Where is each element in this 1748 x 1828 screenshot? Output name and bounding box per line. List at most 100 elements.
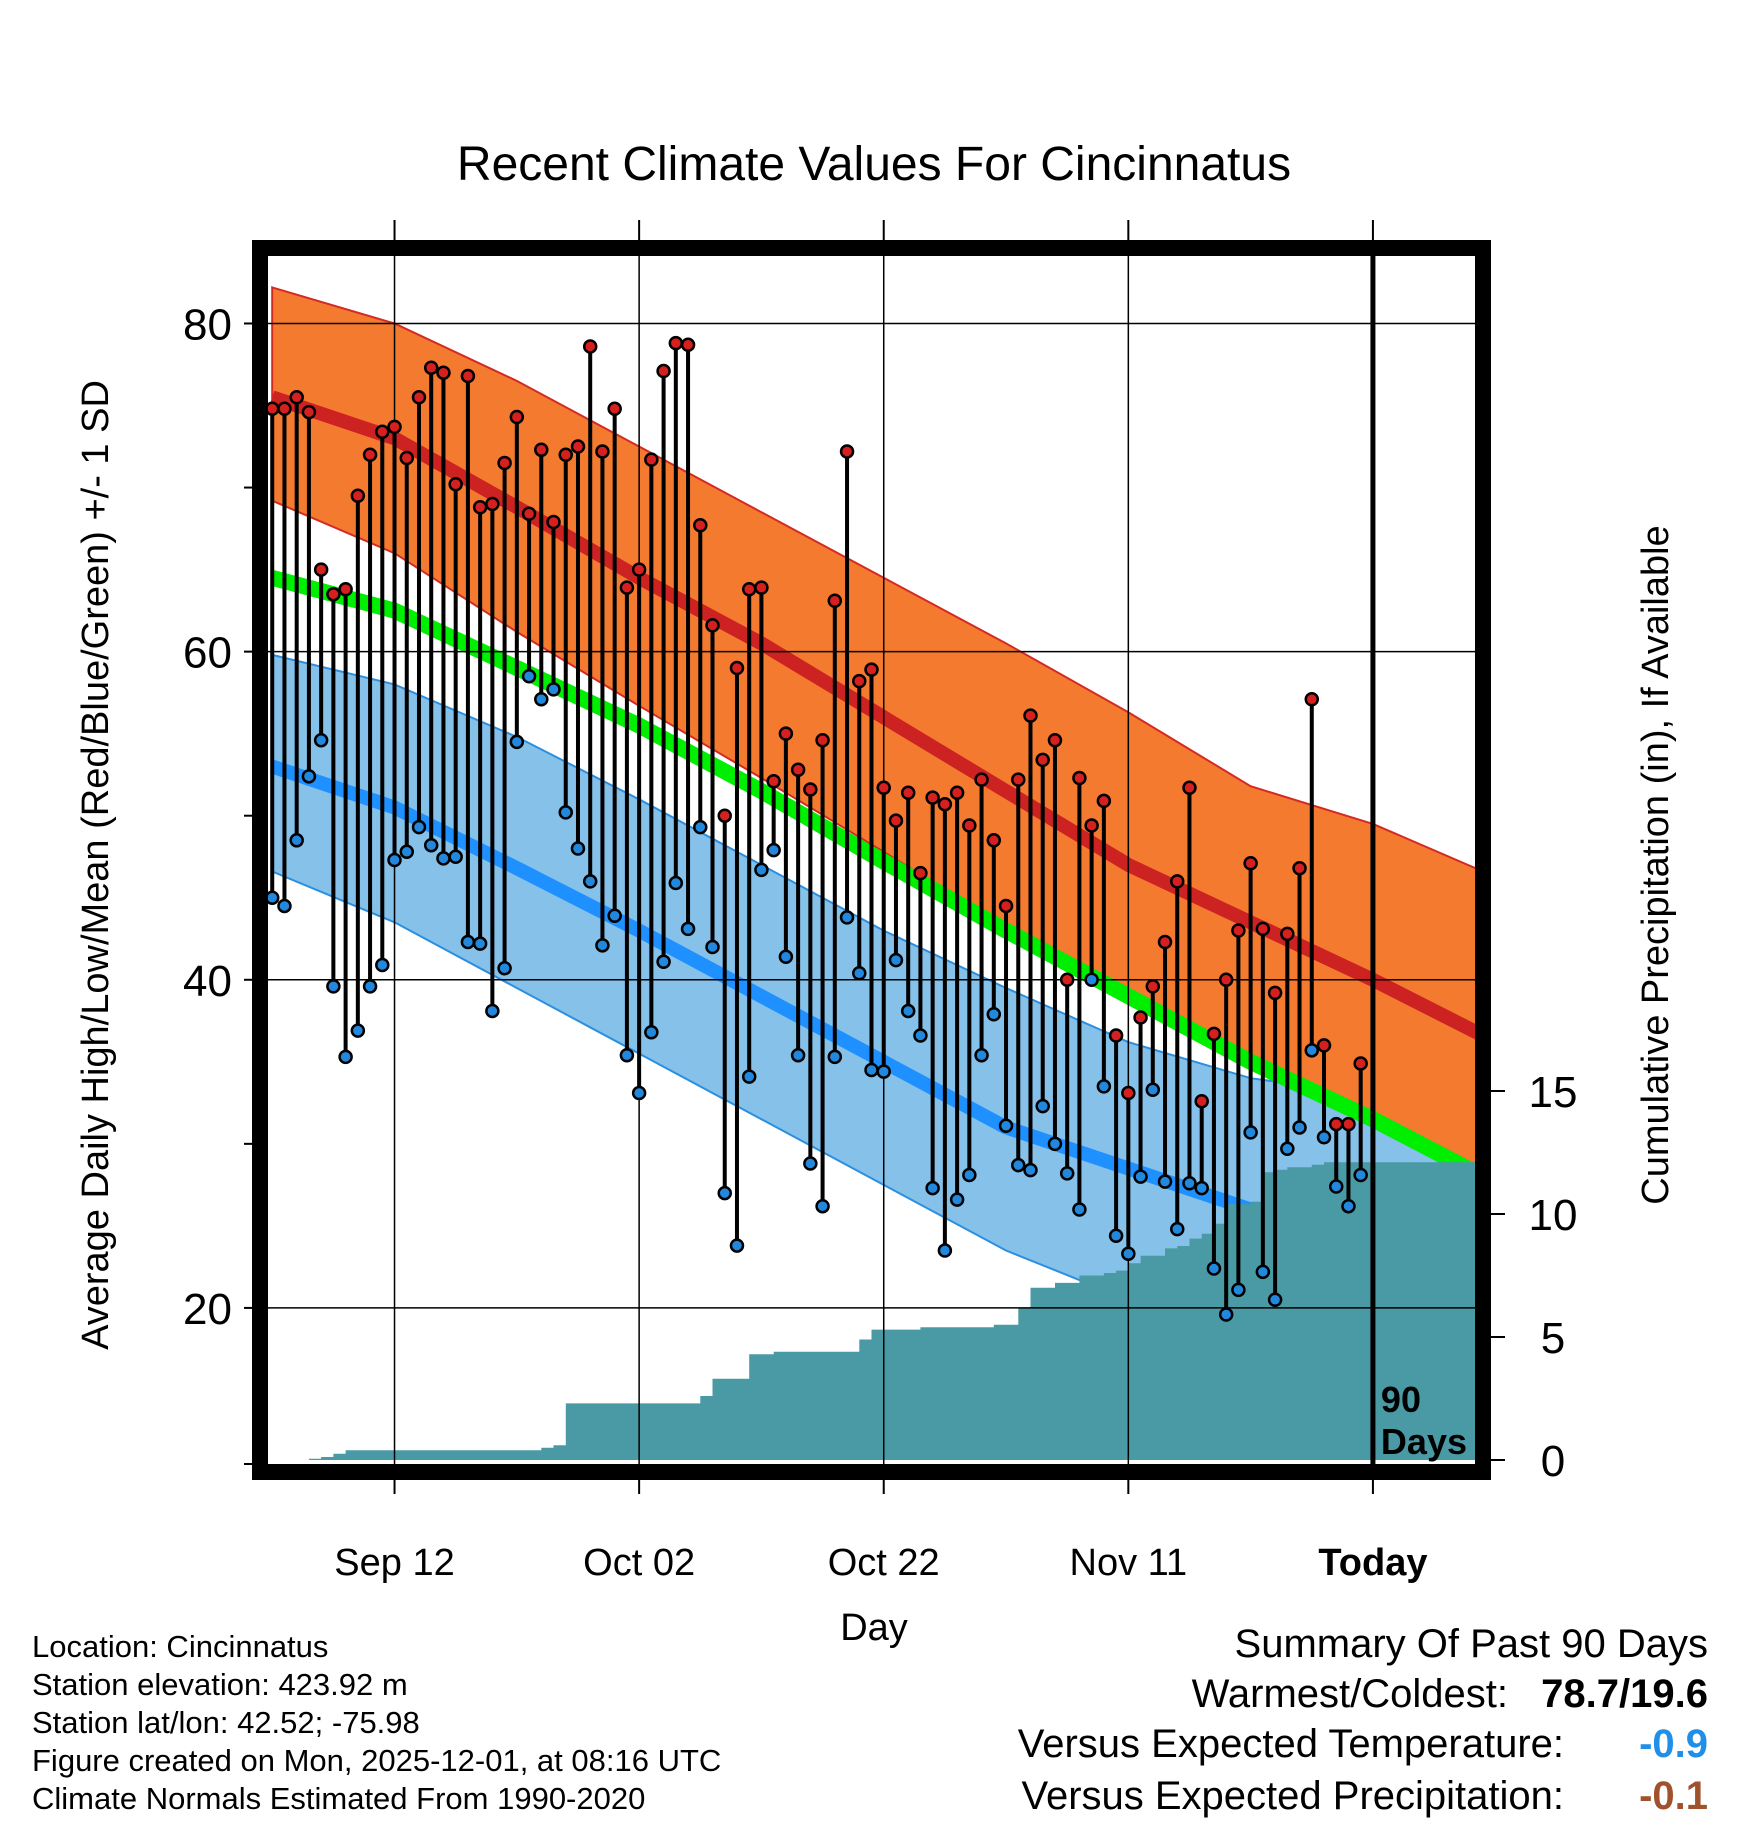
x-tick-label: Nov 11 [1070, 1542, 1188, 1584]
high-dot [937, 796, 953, 812]
low-dot [387, 852, 402, 868]
high-dot [411, 390, 427, 405]
x-tick-label: Oct 02 [583, 1542, 695, 1584]
low-dot [717, 1185, 732, 1201]
high-dot [1316, 1038, 1332, 1053]
high-dot [729, 660, 745, 676]
low-dot [448, 849, 463, 864]
high-normal-band [271, 286, 1483, 1180]
low-dot [925, 1180, 940, 1196]
high-dot [582, 339, 598, 354]
low-dot [485, 1003, 500, 1019]
high-dot [619, 580, 635, 595]
high-dot [1243, 856, 1258, 871]
low-dot [705, 939, 720, 955]
low-dot [521, 668, 537, 684]
high-dot [1047, 732, 1063, 748]
high-dot [962, 818, 977, 833]
high-dot [338, 582, 353, 597]
low-dot [289, 833, 304, 848]
y-tick-label: 60 [183, 629, 232, 678]
high-dot [741, 582, 757, 597]
low-dot [974, 1047, 989, 1063]
low-dot [949, 1192, 965, 1207]
low-dot [1084, 972, 1099, 988]
footer-latlon: Station lat/lon: 42.52; -75.98 [32, 1705, 420, 1740]
low-dot [1194, 1180, 1209, 1196]
high-dot [1218, 972, 1234, 988]
high-dot [607, 401, 622, 417]
high-dot [803, 782, 818, 797]
high-dot [301, 404, 317, 420]
low-dot [1035, 1098, 1050, 1114]
high-dot [1353, 1056, 1368, 1071]
high-dot [668, 335, 684, 351]
high-dot [313, 562, 329, 577]
y-tick-label: 40 [183, 957, 232, 1006]
high-dot [913, 865, 928, 881]
high-dot [570, 439, 586, 454]
low-dot [338, 1049, 353, 1065]
low-dot [558, 805, 573, 820]
low-dot [1145, 1082, 1161, 1097]
low-dot [1316, 1130, 1332, 1145]
low-dot [1353, 1167, 1368, 1183]
low-dot [644, 1025, 659, 1040]
high-dot [1231, 923, 1246, 938]
high-dot [864, 662, 879, 677]
low-dot [1047, 1136, 1063, 1152]
y-tick-label: 20 [183, 1285, 232, 1334]
low-dot [595, 938, 610, 953]
low-dot [1280, 1141, 1295, 1157]
high-dot [1267, 985, 1283, 1001]
high-dot [1304, 691, 1320, 707]
high-dot [1328, 1116, 1344, 1132]
high-dot [277, 401, 292, 417]
today-annotation-count: 90 [1381, 1379, 1421, 1420]
high-dot [1059, 972, 1075, 988]
low-dot [619, 1047, 635, 1063]
high-dot [925, 790, 940, 805]
y2-tick-label: 10 [1529, 1191, 1578, 1240]
low-dot [729, 1238, 745, 1253]
low-dot [350, 1023, 366, 1038]
low-dot [1231, 1282, 1246, 1298]
low-dot [1267, 1292, 1283, 1307]
low-dot [680, 921, 696, 937]
low-dot [362, 979, 378, 994]
high-dot [693, 518, 708, 533]
footer-location: Location: Cincinnatus [32, 1629, 329, 1664]
low-dot [582, 874, 598, 889]
high-dot [595, 444, 610, 459]
low-dot [839, 910, 855, 925]
x-tick-label: Today [1318, 1542, 1427, 1584]
low-dot [1133, 1169, 1148, 1184]
high-dot [754, 580, 769, 595]
x-axis-label: Day [840, 1607, 908, 1649]
low-dot [1206, 1261, 1222, 1276]
low-dot [1328, 1179, 1344, 1194]
high-dot [717, 808, 732, 823]
low-dot [436, 851, 451, 866]
plot-clip-group [260, 248, 1483, 1472]
high-dot [974, 772, 989, 787]
low-dot [1108, 1228, 1124, 1243]
high-dot [387, 419, 402, 435]
high-dot [497, 455, 512, 471]
low-dot [900, 1003, 916, 1019]
low-dot [460, 934, 476, 950]
x-tick-label: Oct 22 [828, 1542, 940, 1584]
high-dot [1182, 780, 1197, 796]
low-dot [754, 862, 769, 878]
high-dot [423, 360, 439, 376]
summary-heading: Summary Of Past 90 Days [1234, 1622, 1708, 1666]
low-dot [668, 875, 684, 891]
low-dot [264, 890, 280, 905]
high-dot [436, 365, 451, 380]
y-axis-label: Average Daily High/Low/Mean (Red/Blue/Gr… [75, 380, 117, 1350]
low-dot [693, 819, 708, 835]
low-dot [1292, 1120, 1307, 1135]
low-dot [1182, 1175, 1197, 1191]
plot-frame [252, 240, 1491, 1480]
